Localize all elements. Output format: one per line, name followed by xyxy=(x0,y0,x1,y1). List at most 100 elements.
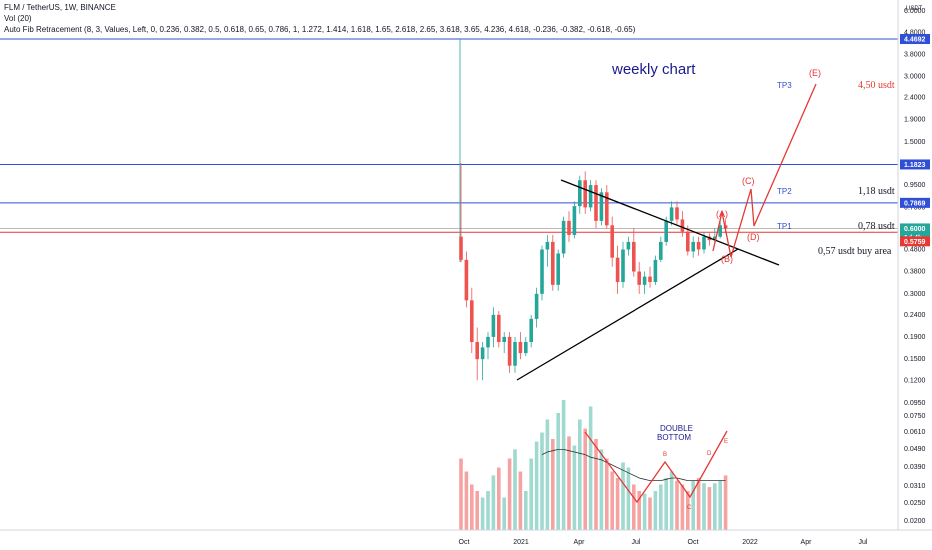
double-bottom-label-line1: DOUBLE xyxy=(660,424,693,433)
candle-body xyxy=(567,220,571,235)
price-tick-label: 4.8000 xyxy=(904,29,926,36)
wave-label-d: (D) xyxy=(747,232,760,242)
volume-bar xyxy=(588,406,593,530)
volume-bar xyxy=(626,467,631,530)
wave-projection-path xyxy=(712,83,817,258)
candles xyxy=(459,163,728,381)
price-tick-label: 0.0610 xyxy=(904,429,926,436)
time-tick-label: 2021 xyxy=(513,539,529,546)
triangle-upper-trendline xyxy=(560,179,780,266)
volume-bar xyxy=(518,471,523,530)
currency-label: USDT xyxy=(906,6,923,12)
double-bottom-label-line2: BOTTOM xyxy=(657,433,691,442)
price-tick-label: 1.9000 xyxy=(904,117,926,124)
candle-body xyxy=(648,276,652,283)
candle-body xyxy=(583,180,587,208)
buy-area-label: 0,57 usdt buy area xyxy=(818,246,892,257)
candle-body xyxy=(637,271,641,285)
candle-body xyxy=(610,225,614,258)
candle-body xyxy=(588,185,593,208)
price-tick-label: 0.3800 xyxy=(904,269,926,276)
price-tag-bg xyxy=(900,236,930,247)
price-tick-label: 0.9500 xyxy=(904,182,926,189)
price-tick-label: 0.1200 xyxy=(904,377,926,384)
time-tick-label: Jul xyxy=(632,539,641,546)
price-tick-label: 0.4800 xyxy=(904,246,926,253)
volume-bar xyxy=(702,483,706,530)
tp3-label: TP3 xyxy=(777,81,792,90)
price-tick-label: 3.8000 xyxy=(904,51,926,58)
volume-ma-line xyxy=(541,448,726,482)
candle-body xyxy=(653,259,658,283)
candle-body xyxy=(480,347,485,360)
volume-bar xyxy=(659,484,663,530)
volume-label-e: E xyxy=(724,439,728,445)
volume-bar xyxy=(561,400,566,530)
candle-body xyxy=(524,342,528,354)
triangle-lower-trendline xyxy=(516,248,739,381)
candle-body xyxy=(686,231,690,252)
volume-bar xyxy=(491,475,496,530)
wave-label-c: (C) xyxy=(742,176,755,186)
candle-body xyxy=(464,259,469,301)
candle-body xyxy=(578,180,582,207)
double-bottom-pattern xyxy=(584,430,728,504)
candle-body xyxy=(696,241,701,250)
time-tick-label: Apr xyxy=(801,539,813,546)
volume-indicator-line: Vol (20) xyxy=(4,14,32,23)
volume-label-b: B xyxy=(663,452,667,458)
candle-body xyxy=(664,220,668,242)
volume-bar xyxy=(605,458,609,530)
volume-bar xyxy=(502,497,506,530)
time-tick-label: Jul xyxy=(859,539,868,546)
volume-bar xyxy=(507,458,512,530)
price-tick-label: 0.0310 xyxy=(904,483,926,490)
volume-bar xyxy=(534,441,539,530)
candle-body xyxy=(459,236,463,260)
candle-body xyxy=(556,253,560,285)
time-tick-label: 2022 xyxy=(742,539,758,546)
price-tick-label: 0.0390 xyxy=(904,464,926,471)
price-axis-ticks: 6.0000 4.8000 3.8000 3.0000 2.4000 1.9000 1.50… xyxy=(904,8,926,525)
price-tag-bg xyxy=(900,197,930,208)
volume-bar xyxy=(464,471,469,530)
candle-body xyxy=(680,219,685,232)
volume-bar xyxy=(615,478,620,530)
candle-body xyxy=(675,207,679,220)
candle-body xyxy=(572,206,577,235)
volume-bar xyxy=(675,480,679,530)
volume-bar xyxy=(648,497,652,530)
volume-bar xyxy=(669,471,674,530)
price-tick-label: 0.0250 xyxy=(904,500,926,507)
price-tag-text: 1.1823 xyxy=(904,162,926,169)
candle-body xyxy=(502,336,506,343)
volume-bar xyxy=(632,484,636,530)
volume-bar xyxy=(524,491,528,530)
price-tick-label: 0.3000 xyxy=(904,291,926,298)
candle-body xyxy=(594,185,598,221)
candle-body xyxy=(702,236,706,250)
tp3-price-label: 4,50 usdt xyxy=(858,80,895,91)
candle-body xyxy=(470,300,474,343)
candle-body xyxy=(540,249,544,294)
candle-body xyxy=(621,249,625,283)
volume-bar xyxy=(637,491,641,530)
volume-bar xyxy=(594,439,598,530)
candle-body xyxy=(615,257,620,283)
price-tag-bg xyxy=(900,223,930,234)
candle-body xyxy=(529,318,533,343)
wave-label-e: (E) xyxy=(809,68,821,78)
volume-bar xyxy=(713,483,717,530)
volume-bar xyxy=(578,419,582,530)
time-tick-label: Oct xyxy=(459,539,470,546)
candle-body xyxy=(605,192,609,226)
price-tick-label: 2.4000 xyxy=(904,95,926,102)
candle-body xyxy=(713,236,717,241)
volume-bar xyxy=(551,439,555,530)
candle-body xyxy=(551,241,555,285)
volume-bar xyxy=(572,445,577,530)
volume-bar xyxy=(475,491,479,530)
volume-bar xyxy=(599,449,604,530)
